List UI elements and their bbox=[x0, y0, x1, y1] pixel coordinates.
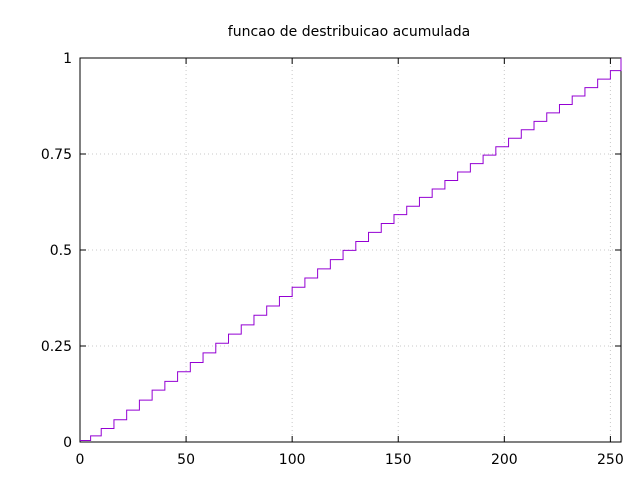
x-tick-label: 250 bbox=[597, 452, 624, 468]
x-tick-label: 0 bbox=[76, 452, 85, 468]
cdf-series-line bbox=[80, 58, 622, 441]
y-tick-label: 0.5 bbox=[50, 243, 72, 259]
y-axis-tick-labels: 0 0.25 0.5 0.75 1 bbox=[41, 51, 72, 451]
y-tick-label: 0.75 bbox=[41, 147, 72, 163]
axis-ticks bbox=[79, 57, 621, 443]
x-tick-label: 150 bbox=[385, 452, 412, 468]
grid bbox=[80, 58, 621, 442]
series-layer bbox=[80, 58, 622, 441]
x-tick-label: 50 bbox=[177, 452, 195, 468]
y-tick-label: 0.25 bbox=[41, 339, 72, 355]
y-tick-label: 1 bbox=[63, 51, 72, 67]
y-tick-label: 0 bbox=[63, 435, 72, 451]
x-tick-label: 100 bbox=[279, 452, 306, 468]
chart-title: funcao de destribuicao acumulada bbox=[228, 24, 470, 40]
x-tick-label: 200 bbox=[491, 452, 518, 468]
x-axis-tick-labels: 0 50 100 150 200 250 bbox=[76, 452, 624, 468]
